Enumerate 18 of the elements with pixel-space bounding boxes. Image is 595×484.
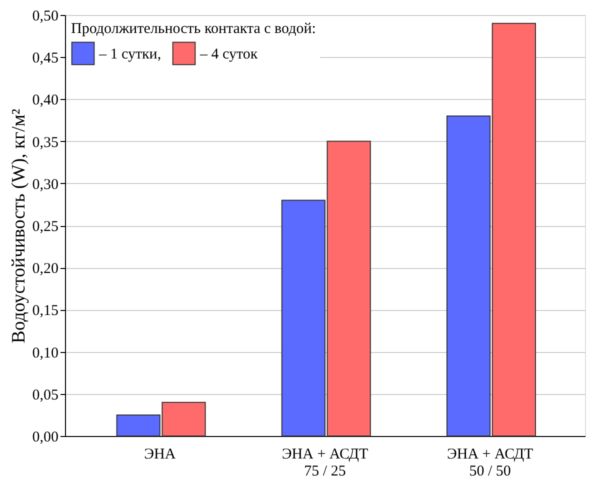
y-tick-label: 0,35 <box>32 134 58 151</box>
y-tick-label: 0,50 <box>32 8 58 24</box>
legend-title: Продолжительность контакта с водой: <box>71 21 316 37</box>
y-tick-label: 0,45 <box>32 50 58 67</box>
x-tick-label: ЭНА <box>144 446 176 462</box>
y-tick-label: 0,30 <box>32 176 58 193</box>
y-tick-label: 0,15 <box>32 303 58 320</box>
y-tick-label: 0,05 <box>32 387 58 404</box>
legend-label: – 1 сутки, <box>98 46 162 62</box>
x-tick-label: ЭНА + АСДТ 50 / 50 <box>446 446 534 480</box>
y-tick-label: 0,00 <box>32 430 58 446</box>
x-tick-label: ЭНА + АСДТ 75 / 25 <box>282 446 368 480</box>
y-tick-label: 0,10 <box>32 345 58 362</box>
y-tick-label: 0,40 <box>32 92 58 109</box>
y-tick-label: 0,20 <box>32 261 58 278</box>
legend-label: – 4 суток <box>199 46 258 62</box>
y-axis-title: Водоустойчивость (W), кг/м² <box>8 108 30 344</box>
y-tick-label: 0,25 <box>32 219 58 235</box>
